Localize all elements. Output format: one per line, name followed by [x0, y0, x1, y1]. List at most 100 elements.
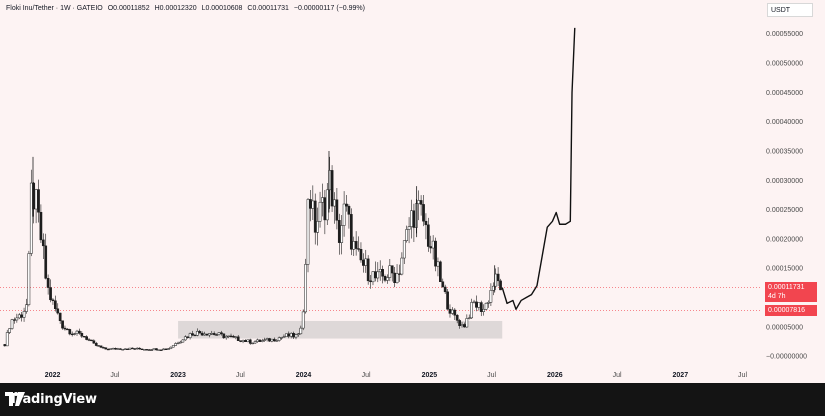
candle-body [191, 333, 194, 336]
candle-body [275, 340, 279, 342]
candle-body [335, 199, 339, 221]
candle-body [258, 339, 262, 342]
candle-body [381, 269, 384, 277]
candle-body [362, 259, 365, 266]
candle-body [217, 332, 221, 335]
y-tick-label: 0.00020000 [766, 236, 803, 243]
secondary-price-label: 0.00007816 [765, 305, 817, 317]
candle-body [34, 189, 38, 210]
candle-body [126, 348, 129, 350]
candle-body [92, 340, 96, 344]
chart-area[interactable]: Floki Inu/Tether · 1W · GATEIO O0.000118… [0, 0, 825, 383]
candle-body [104, 347, 108, 350]
symbol-title[interactable]: Floki Inu/Tether · 1W · GATEIO [6, 5, 103, 12]
candle-body [29, 182, 33, 254]
x-tick-label: 2027 [673, 372, 689, 379]
candle-body [366, 258, 370, 282]
y-tick-label: 0.00025000 [766, 207, 803, 214]
candle-body [280, 337, 283, 339]
x-tick-label: Jul [738, 372, 747, 379]
candle-body [248, 339, 252, 344]
candle-body [210, 333, 214, 335]
candle-body [232, 336, 235, 338]
candle-body [371, 271, 375, 283]
candle-body [330, 170, 334, 207]
currency-selector[interactable]: USDT [767, 3, 813, 17]
x-tick-label: Jul [487, 372, 496, 379]
x-tick-label: Jul [110, 372, 119, 379]
candle-body [354, 241, 358, 249]
candle-body [164, 348, 168, 350]
candle-body [352, 241, 356, 250]
candle-body [431, 240, 435, 249]
y-tick-label: 0.00035000 [766, 148, 803, 155]
candle-body [51, 299, 55, 302]
candle-body [251, 342, 255, 345]
candle-body [405, 229, 409, 241]
projection-path [501, 27, 576, 310]
candle-body [400, 257, 404, 275]
candle-body [186, 336, 190, 338]
candle-body [388, 265, 392, 278]
candle-body [138, 347, 141, 350]
candle-body [491, 285, 495, 291]
candle-body [73, 333, 76, 335]
candle-body [80, 333, 84, 337]
candle-body [118, 348, 122, 350]
candle-body [220, 332, 223, 335]
candle-body [487, 302, 490, 304]
y-tick-label: 0.00015000 [766, 266, 803, 273]
candle-body [169, 346, 173, 349]
candle-body [340, 225, 344, 243]
candle-body [53, 300, 57, 310]
candle-body [224, 336, 228, 339]
candle-body [439, 261, 442, 282]
candle-body [479, 302, 483, 312]
candle-body [458, 320, 461, 326]
candle-body [46, 278, 50, 288]
candle-body [56, 308, 60, 314]
candle-body [63, 327, 67, 330]
candle-body [195, 331, 199, 336]
candle-body [482, 308, 486, 312]
candle-body [236, 336, 240, 341]
candle-body [499, 280, 502, 291]
y-tick-label: 0.00005000 [766, 324, 803, 331]
candle-body [455, 314, 459, 321]
candle-body [215, 334, 218, 336]
candle-body [13, 319, 16, 321]
candle-body [426, 224, 430, 247]
candle-body [349, 214, 353, 250]
bar-countdown: 4d 7h [768, 292, 786, 300]
tradingview-brand[interactable]: TradingView [5, 392, 97, 407]
candle-body [44, 245, 48, 279]
price-chart-svg: 0.00055000 0.00050000 0.00045000 0.00040000… [0, 27, 807, 379]
candle-body [475, 301, 478, 308]
candle-body [465, 318, 469, 328]
candle-body [20, 314, 24, 318]
x-tick-label: 2025 [422, 372, 438, 379]
candle-body [150, 349, 153, 351]
candle-body [78, 330, 81, 334]
candle-body [97, 345, 101, 347]
candle-body [337, 220, 341, 243]
candle-body [268, 338, 271, 342]
candle-body [157, 349, 161, 351]
candle-body [292, 333, 295, 338]
candle-body [244, 340, 247, 342]
candle-body [17, 314, 21, 319]
candle-body [85, 336, 88, 340]
candle-body [333, 199, 336, 207]
candle-body [15, 317, 19, 321]
candle-body [198, 331, 202, 334]
candle-body [106, 348, 110, 351]
tradingview-logo-icon [5, 392, 25, 406]
candle-body [130, 347, 134, 350]
candle-body [441, 281, 445, 288]
candle-body [155, 348, 158, 351]
candle-body [253, 341, 257, 344]
candle-body [311, 200, 315, 209]
candle-body [58, 312, 62, 321]
candle-body [374, 271, 377, 279]
candle-body [390, 265, 394, 274]
